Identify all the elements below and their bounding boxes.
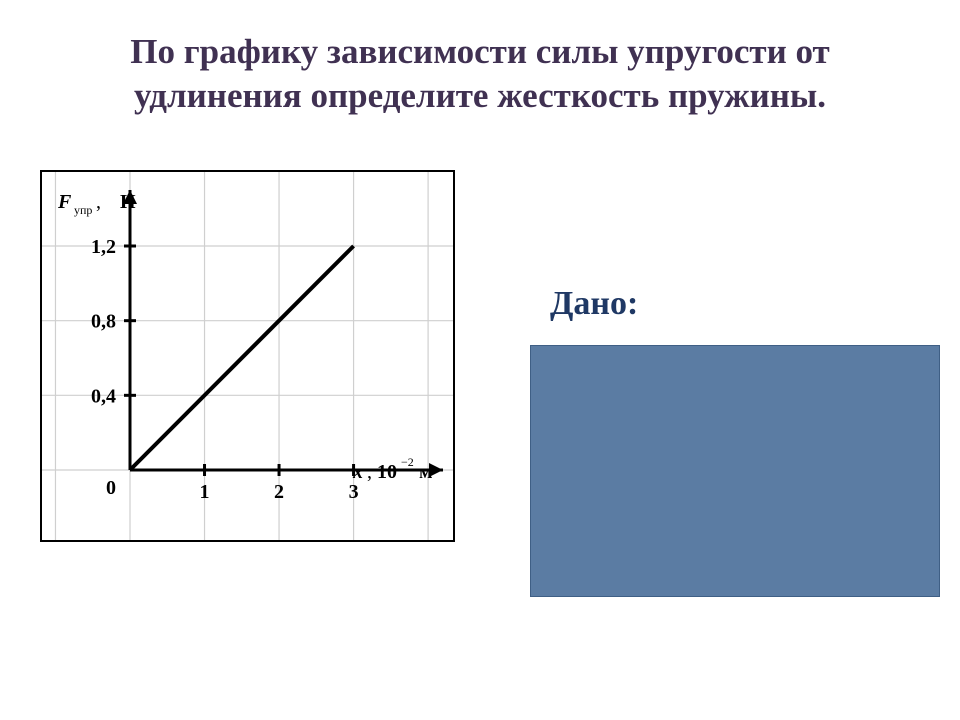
given-label: Дано: [550, 285, 638, 323]
svg-text:упр: упр [74, 203, 92, 217]
svg-text:10: 10 [377, 461, 397, 483]
force-extension-graph: 0,40,81,21230Fупр,Нx,10−2м [40, 170, 455, 542]
svg-text:,: , [367, 461, 372, 483]
svg-text:0,8: 0,8 [91, 311, 116, 333]
slide: По графику зависимости силы упругости от… [0, 0, 960, 720]
svg-text:Н: Н [120, 191, 136, 213]
svg-text:F: F [57, 191, 72, 213]
svg-text:x: x [352, 461, 363, 483]
svg-text:1: 1 [200, 481, 210, 503]
svg-text:2: 2 [274, 481, 284, 503]
svg-text:0,4: 0,4 [91, 385, 116, 407]
svg-text:−2: −2 [401, 455, 414, 469]
svg-text:,: , [96, 191, 101, 213]
slide-title: По графику зависимости силы упругости от… [60, 30, 900, 118]
graph-container: 0,40,81,21230Fупр,Нx,10−2м [40, 170, 455, 547]
svg-text:м: м [419, 461, 433, 483]
svg-text:1,2: 1,2 [91, 236, 116, 258]
svg-text:3: 3 [349, 481, 359, 503]
answer-box [530, 345, 940, 597]
svg-text:0: 0 [106, 477, 116, 499]
